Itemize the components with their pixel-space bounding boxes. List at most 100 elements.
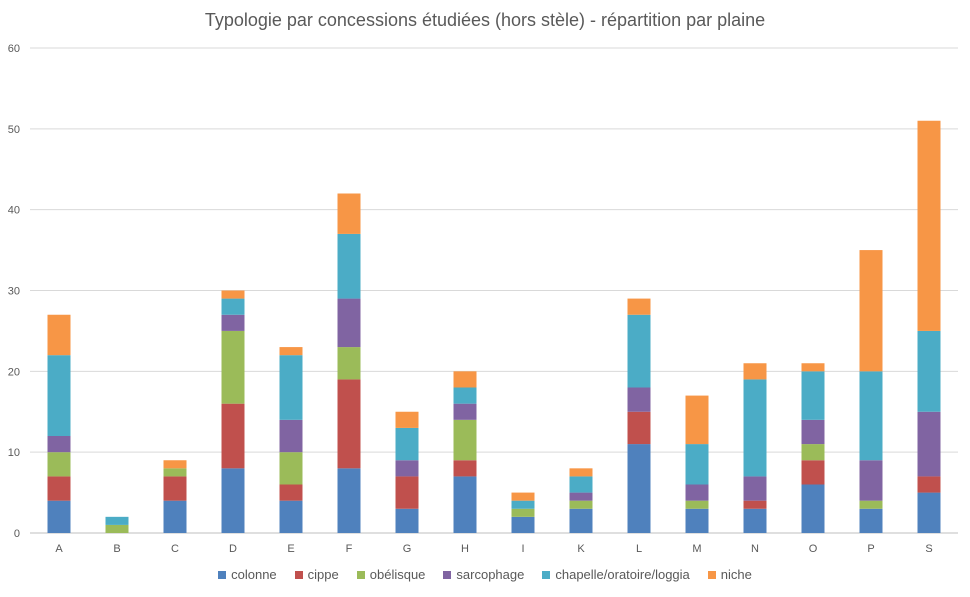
legend-swatch: [356, 570, 365, 579]
x-tick-label: H: [461, 543, 469, 555]
x-tick-label: N: [751, 543, 759, 555]
bar-segment-O-obélisque: [801, 444, 825, 461]
bar-segment-H-obélisque: [453, 419, 477, 461]
x-tick-label: E: [287, 543, 294, 555]
bar-segment-H-colonne: [453, 476, 477, 533]
bar-segment-L-cippe: [627, 411, 651, 445]
bar-segment-N-sarcophage: [743, 476, 767, 501]
bar-segment-F-sarcophage: [337, 298, 361, 348]
bar-segment-A-niche: [47, 314, 71, 356]
x-tick-label: F: [346, 543, 353, 555]
bar-segment-L-chapelle/oratoire/loggia: [627, 314, 651, 388]
y-axis-ticks: 0 10 20 30 40 50 60: [8, 43, 20, 540]
x-tick-label: G: [403, 543, 412, 555]
bar-segment-O-sarcophage: [801, 419, 825, 445]
bar-segment-F-obélisque: [337, 347, 361, 380]
legend-label: colonne: [231, 567, 277, 582]
bar-segment-P-chapelle/oratoire/loggia: [859, 371, 883, 461]
bar-segment-O-niche: [801, 363, 825, 372]
bar-segment-I-obélisque: [511, 508, 535, 517]
x-tick-label: O: [809, 543, 818, 555]
legend-item: chapelle/oratoire/loggia: [542, 567, 690, 582]
y-tick-label: 0: [14, 528, 20, 540]
bar-segment-S-chapelle/oratoire/loggia: [917, 330, 941, 412]
bar-segment-K-chapelle/oratoire/loggia: [569, 476, 593, 493]
bar-segment-S-niche: [917, 120, 941, 331]
bar-segment-D-sarcophage: [221, 314, 245, 331]
bar-segment-C-niche: [163, 460, 187, 469]
bar-segment-C-cippe: [163, 476, 187, 501]
x-tick-label: M: [692, 543, 701, 555]
bar-segment-H-cippe: [453, 460, 477, 477]
x-tick-label: S: [925, 543, 932, 555]
y-tick-label: 10: [8, 447, 20, 459]
legend: colonne cippe obélisque sarcophage chapelle/…: [0, 567, 970, 582]
y-tick-label: 60: [8, 43, 20, 55]
bar-segment-S-sarcophage: [917, 411, 941, 477]
bar-segment-E-niche: [279, 347, 303, 356]
bar-segment-I-niche: [511, 492, 535, 501]
bar-segment-K-niche: [569, 468, 593, 477]
bar-segment-O-colonne: [801, 484, 825, 533]
legend-swatch: [218, 570, 227, 579]
bar-segment-M-niche: [685, 395, 709, 445]
legend-item: sarcophage: [443, 567, 524, 582]
legend-item: cippe: [294, 567, 339, 582]
bar-segment-I-chapelle/oratoire/loggia: [511, 500, 535, 509]
bar-segment-H-sarcophage: [453, 403, 477, 420]
x-tick-label: P: [867, 543, 874, 555]
bar-segment-D-chapelle/oratoire/loggia: [221, 298, 245, 315]
bar-segment-M-chapelle/oratoire/loggia: [685, 444, 709, 485]
bar-segment-N-colonne: [743, 508, 767, 533]
x-tick-label: L: [636, 543, 642, 555]
legend-swatch: [294, 570, 303, 579]
x-tick-label: D: [229, 543, 237, 555]
bar-segment-G-niche: [395, 411, 419, 428]
bar-segment-A-chapelle/oratoire/loggia: [47, 355, 71, 436]
legend-label: sarcophage: [456, 567, 525, 582]
bar-segment-P-sarcophage: [859, 460, 883, 501]
bar-segment-S-colonne: [917, 492, 941, 533]
bar-segment-E-colonne: [279, 500, 303, 533]
bar-segment-G-colonne: [395, 508, 419, 533]
bar-segment-A-obélisque: [47, 452, 71, 477]
x-tick-label: A: [55, 543, 63, 555]
y-tick-label: 30: [8, 286, 20, 298]
y-tick-label: 50: [8, 124, 20, 136]
bar-segment-P-niche: [859, 250, 883, 372]
bar-segment-B-obélisque: [105, 524, 129, 533]
bar-segment-N-niche: [743, 363, 767, 380]
bar-segment-E-obélisque: [279, 452, 303, 485]
bar-segment-B-chapelle/oratoire/loggia: [105, 516, 129, 525]
bar-segment-O-chapelle/oratoire/loggia: [801, 371, 825, 420]
bar-segment-A-colonne: [47, 500, 71, 533]
bar-segment-P-obélisque: [859, 500, 883, 509]
bar-segment-S-cippe: [917, 476, 941, 493]
legend-item: obélisque: [356, 567, 425, 582]
bar-segment-F-colonne: [337, 468, 361, 533]
bar-segment-K-colonne: [569, 508, 593, 533]
bar-segment-F-chapelle/oratoire/loggia: [337, 233, 361, 299]
legend-label: cippe: [307, 567, 339, 582]
bar-segment-D-obélisque: [221, 330, 245, 404]
bar-segment-F-cippe: [337, 379, 361, 469]
legend-swatch: [443, 570, 452, 579]
bars: [47, 120, 941, 533]
legend-label: niche: [720, 567, 752, 582]
bar-segment-M-obélisque: [685, 500, 709, 509]
bar-segment-M-colonne: [685, 508, 709, 533]
bar-segment-D-colonne: [221, 468, 245, 533]
bar-segment-L-niche: [627, 298, 651, 315]
x-tick-label: I: [521, 543, 524, 555]
legend-swatch: [707, 570, 716, 579]
y-tick-label: 20: [8, 366, 20, 378]
bar-segment-E-sarcophage: [279, 419, 303, 453]
x-tick-label: C: [171, 543, 179, 555]
bar-segment-C-obélisque: [163, 468, 187, 477]
bar-segment-N-cippe: [743, 500, 767, 509]
bar-segment-A-sarcophage: [47, 436, 71, 453]
bar-segment-D-cippe: [221, 403, 245, 469]
bar-segment-F-niche: [337, 193, 361, 234]
y-tick-label: 40: [8, 205, 20, 217]
